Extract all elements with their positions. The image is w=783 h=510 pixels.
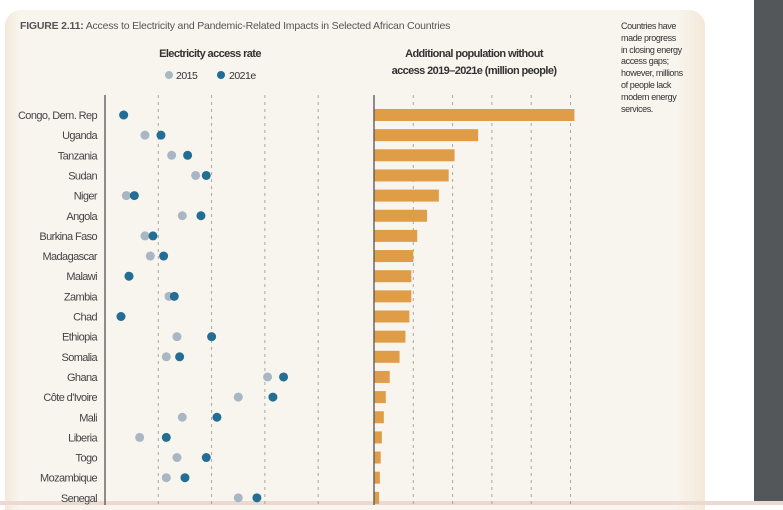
side-note-line: Countries have <box>621 21 676 31</box>
dot-2021e <box>159 251 169 261</box>
country-label: Congo, Dem. Rep <box>18 110 98 122</box>
dot-2021e <box>169 291 179 301</box>
bar <box>374 169 449 182</box>
dot-2015 <box>233 392 243 402</box>
dot-2015 <box>140 130 150 140</box>
dot-2021e <box>207 332 217 342</box>
country-label: Côte d'Ivoire <box>43 392 97 404</box>
dot-2021e <box>183 150 193 160</box>
legend-2015-label: 2015 <box>176 70 198 82</box>
legend-2021e-label: 2021e <box>229 70 256 82</box>
country-label: Malawi <box>66 271 97 283</box>
side-note: Countries have made progress in closing … <box>621 21 683 115</box>
dot-2021e <box>252 493 262 503</box>
side-note-line: of people lack <box>621 79 671 90</box>
dot-2021e <box>196 211 206 221</box>
side-note-line: modern energy <box>621 91 677 102</box>
dot-2021e <box>116 312 126 321</box>
legend-2015-marker <box>165 71 173 79</box>
figure-title: FIGURE 2.11: Access to Electricity and P… <box>20 20 450 32</box>
country-label: Madagascar <box>42 251 97 263</box>
dot-2015 <box>177 211 187 221</box>
dot-2015 <box>172 453 182 463</box>
country-label: Togo <box>76 453 98 465</box>
dot-2021e <box>156 130 166 140</box>
dot-2015 <box>172 332 182 342</box>
country-label: Niger <box>74 191 98 203</box>
country-label: Angola <box>66 211 98 223</box>
figure-title-text: Access to Electricity and Pandemic-Relat… <box>85 20 451 32</box>
bar <box>374 270 412 283</box>
bar <box>374 491 380 504</box>
country-label: Burkina Faso <box>39 231 97 243</box>
dot-2021e <box>212 412 222 422</box>
dot-2021e <box>129 191 139 201</box>
side-note-line: in closing energy <box>621 44 682 55</box>
country-label: Mali <box>79 412 97 424</box>
bar <box>374 471 380 484</box>
side-note-line: however, millions <box>621 68 683 79</box>
dot-2015 <box>121 191 131 201</box>
dot-2021e <box>201 170 211 180</box>
country-label: Chad <box>73 312 97 324</box>
page-bottom-edge <box>0 501 783 505</box>
bar <box>374 391 386 404</box>
dot-chart-title: Electricity access rate <box>159 48 261 60</box>
dot-2021e <box>279 372 289 382</box>
legend-2021e-marker <box>217 71 225 79</box>
country-label: Ghana <box>67 372 99 384</box>
bar <box>374 310 410 323</box>
viewer-scrollbar-area <box>754 0 783 505</box>
figure-card <box>5 10 705 510</box>
country-label: Mozambique <box>40 473 97 485</box>
dot-2015 <box>161 473 171 483</box>
bar <box>374 350 400 363</box>
dot-2021e <box>124 271 134 281</box>
country-label: Zambia <box>64 291 99 303</box>
dot-2021e <box>180 473 190 483</box>
dot-2015 <box>135 432 145 442</box>
dot-2015 <box>233 493 243 503</box>
dot-2021e <box>201 453 211 463</box>
country-label: Uganda <box>62 130 98 142</box>
dot-2021e <box>175 352 185 362</box>
dot-2015 <box>145 251 155 261</box>
figure-label: FIGURE 2.11: <box>20 20 84 32</box>
bar-chart-title-line2: access 2019–2021e (million people) <box>392 65 558 77</box>
dot-2021e <box>161 432 171 442</box>
dot-2021e <box>148 231 158 241</box>
bar <box>374 209 428 222</box>
bar <box>374 451 381 464</box>
bar <box>374 431 382 444</box>
dot-2015 <box>191 170 201 180</box>
dot-2015 <box>167 150 177 160</box>
dot-2015 <box>263 372 273 382</box>
bar <box>374 411 384 424</box>
bar-chart-title-line1: Additional population without <box>405 48 544 60</box>
country-label: Ethiopia <box>62 332 98 344</box>
side-note-line: access gaps; <box>621 56 669 67</box>
bar <box>374 129 479 142</box>
side-note-line: services. <box>621 103 653 114</box>
bar <box>374 149 455 162</box>
country-label: Senegal <box>61 493 97 505</box>
dot-2021e <box>268 392 278 402</box>
dot-2015 <box>161 352 171 362</box>
country-label: Sudan <box>68 170 97 182</box>
bar <box>374 109 575 121</box>
bar <box>374 250 414 263</box>
bar <box>374 229 418 242</box>
country-label: Somalia <box>61 352 98 364</box>
dot-2015 <box>177 412 187 422</box>
side-note-line: made progress <box>621 32 676 43</box>
dot-2021e <box>119 110 129 120</box>
dot-2015 <box>140 231 150 241</box>
bar <box>374 290 412 303</box>
country-label: Liberia <box>68 432 98 444</box>
country-label: Tanzania <box>58 150 99 162</box>
bar <box>374 189 439 202</box>
bar <box>374 370 390 383</box>
bar <box>374 330 406 343</box>
